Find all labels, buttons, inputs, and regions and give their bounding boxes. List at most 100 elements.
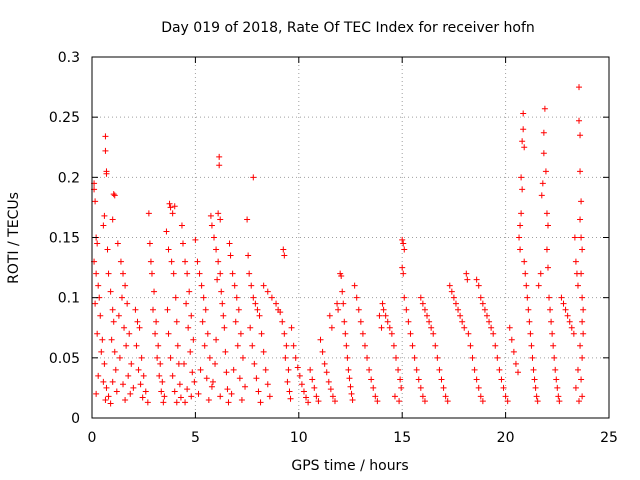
data-point — [212, 360, 219, 367]
data-point — [576, 84, 583, 91]
data-point — [355, 306, 362, 313]
data-point — [218, 288, 225, 295]
data-point — [396, 398, 403, 405]
data-point — [399, 236, 406, 243]
data-point — [207, 212, 214, 219]
data-point — [530, 366, 537, 373]
data-point — [170, 270, 177, 277]
data-point — [498, 376, 505, 383]
data-point — [142, 388, 149, 395]
data-point — [521, 258, 528, 265]
data-point — [311, 384, 318, 391]
data-point — [327, 386, 334, 393]
data-point — [248, 282, 255, 289]
data-point — [417, 294, 424, 301]
data-point — [464, 276, 471, 283]
data-point — [173, 399, 180, 406]
data-point — [122, 396, 129, 403]
data-point — [146, 240, 153, 247]
data-point — [444, 398, 451, 405]
data-point — [300, 388, 307, 395]
data-point — [156, 372, 163, 379]
x-tick-label: 15 — [393, 430, 411, 446]
data-point — [258, 330, 265, 337]
data-point — [411, 354, 418, 361]
data-point — [579, 393, 586, 400]
data-point — [481, 306, 488, 313]
data-point — [372, 393, 379, 400]
data-point — [215, 210, 222, 217]
data-point — [568, 324, 575, 331]
data-point — [506, 324, 513, 331]
data-point — [517, 246, 524, 253]
data-point — [519, 186, 526, 193]
data-points — [91, 84, 587, 407]
data-point — [540, 150, 547, 157]
y-tick-label: 0.25 — [49, 110, 80, 126]
data-point — [167, 204, 174, 211]
data-point — [364, 354, 371, 361]
data-point — [177, 394, 184, 401]
data-point — [102, 147, 109, 154]
data-point — [132, 306, 139, 313]
data-point — [398, 384, 405, 391]
data-point — [541, 105, 548, 112]
x-tick-label: 20 — [497, 430, 515, 446]
data-point — [220, 312, 227, 319]
data-point — [188, 312, 195, 319]
data-point — [108, 336, 115, 343]
data-point — [94, 240, 101, 247]
data-point — [283, 342, 290, 349]
data-point — [221, 324, 228, 331]
data-point — [219, 300, 226, 307]
data-point — [544, 264, 551, 271]
data-point — [471, 366, 478, 373]
data-point — [428, 324, 435, 331]
data-point — [391, 393, 398, 400]
data-point — [223, 369, 230, 376]
data-point — [165, 330, 172, 337]
data-point — [153, 318, 160, 325]
data-point — [580, 330, 587, 337]
data-point — [287, 395, 294, 402]
data-point — [155, 342, 162, 349]
data-point — [570, 330, 577, 337]
data-point — [264, 288, 271, 295]
data-point — [496, 366, 503, 373]
data-point — [403, 306, 410, 313]
data-point — [200, 294, 207, 301]
y-tick-label: 0.2 — [58, 170, 80, 186]
data-point — [161, 393, 168, 400]
data-point — [93, 390, 100, 397]
data-point — [115, 312, 122, 319]
data-point — [549, 330, 556, 337]
data-point — [125, 372, 132, 379]
data-point — [550, 342, 557, 349]
data-point — [246, 270, 253, 277]
data-point — [213, 336, 220, 343]
data-point — [400, 240, 407, 247]
data-point — [329, 393, 336, 400]
data-point — [405, 318, 412, 325]
data-point — [518, 174, 525, 181]
data-point — [191, 378, 198, 385]
data-point — [160, 399, 167, 406]
data-point — [208, 383, 215, 390]
data-point — [519, 138, 526, 145]
data-point — [562, 306, 569, 313]
data-point — [490, 330, 497, 337]
data-point — [217, 216, 224, 223]
data-point — [208, 222, 215, 229]
data-point — [421, 306, 428, 313]
data-point — [461, 324, 468, 331]
data-point — [469, 354, 476, 361]
data-point — [233, 294, 240, 301]
data-point — [574, 282, 581, 289]
data-point — [92, 300, 99, 307]
data-point — [392, 354, 399, 361]
data-point — [475, 282, 482, 289]
data-point — [303, 394, 310, 401]
y-tick-label: 0.3 — [58, 50, 80, 66]
data-point — [548, 318, 555, 325]
